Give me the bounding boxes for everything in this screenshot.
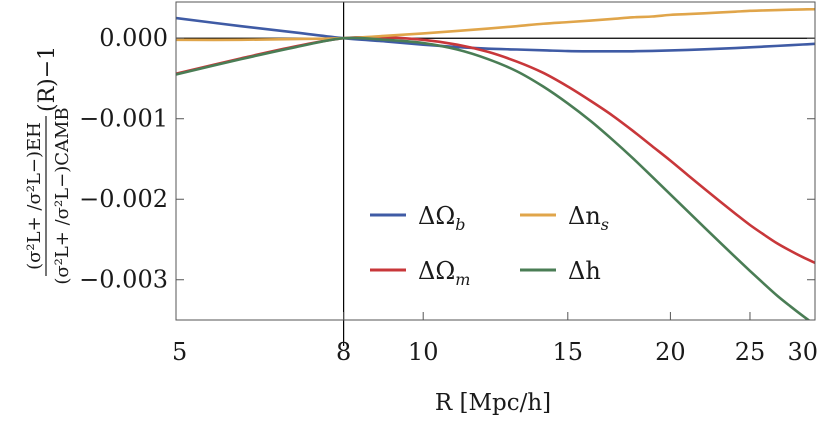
x-axis-label: R [Mpc/h] [435, 390, 551, 416]
y-axis-label-suffix: (R)−1 [35, 46, 60, 112]
y-axis-label-denominator: (σ²L+ /σ²L−)CAMB [52, 107, 73, 284]
x-tick-label: 25 [735, 338, 766, 366]
legend-label: ΔΩb [418, 202, 465, 234]
legend: ΔΩb ΔΩm Δns Δh [370, 202, 609, 289]
y-tick-label: −0.001 [79, 105, 168, 133]
series-line-delta-h [176, 36, 811, 320]
series-line-delta-omega-m [176, 35, 815, 265]
series-line-delta-omega-b [176, 16, 815, 53]
x-tick-label: 30 [787, 338, 818, 366]
series-layer [176, 7, 815, 320]
legend-label: Δns [568, 202, 609, 234]
y-tick-label: 0.000 [99, 24, 168, 52]
y-axis-label: (σ²L+ /σ²L−)EH (σ²L+ /σ²L−)CAMB (R)−1 [24, 46, 73, 285]
series-line-delta-ns [176, 7, 815, 42]
plot-frame-box [175, 1, 816, 321]
legend-label: Δh [568, 257, 601, 285]
y-tick-label: −0.002 [79, 185, 168, 213]
x-tick-label: 15 [553, 338, 584, 366]
x-tick-label: 5 [172, 338, 187, 366]
plot-frame [175, 1, 816, 321]
axis-ticks: 0.000 −0.001 −0.002 −0.003 5 8 10 15 20 25 30 [79, 24, 818, 366]
legend-label: ΔΩm [418, 257, 470, 289]
x-tick-label: 10 [408, 338, 439, 366]
y-axis-label-numerator: (σ²L+ /σ²L−)EH [24, 122, 45, 270]
x-tick-label: 20 [655, 338, 686, 366]
x-tick-label: 8 [336, 338, 351, 366]
y-tick-label: −0.003 [79, 266, 168, 294]
